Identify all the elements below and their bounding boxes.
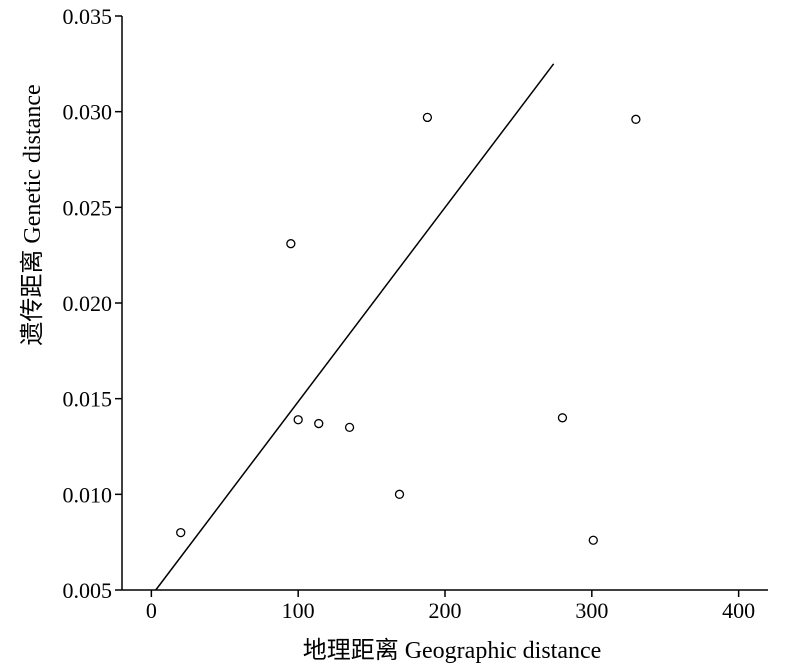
x-tick-label: 400 [722, 598, 755, 623]
data-point [422, 112, 433, 123]
y-tick-label: 0.030 [63, 100, 113, 125]
data-point [286, 239, 296, 249]
y-tick-label: 0.020 [63, 291, 113, 316]
trend-line [155, 63, 555, 591]
axes [121, 16, 768, 591]
x-axis-title: 地理距离 Geographic distance [303, 637, 602, 664]
data-point [631, 114, 641, 124]
data-point [314, 418, 324, 429]
data-point [293, 415, 303, 425]
y-tick-label: 0.025 [63, 195, 113, 220]
y-tick-label: 0.035 [63, 4, 113, 29]
data-point [557, 413, 568, 423]
data-point [344, 422, 355, 433]
x-tick-label: 0 [146, 598, 157, 623]
x-tick-label: 100 [282, 598, 315, 623]
y-axis-title: 遗传距离 Genetic distance [19, 84, 46, 345]
x-tick-label: 300 [575, 598, 608, 623]
y-tick-label: 0.005 [63, 578, 113, 603]
y-tick-label: 0.010 [63, 482, 113, 507]
data-point [588, 535, 598, 545]
data-point [394, 489, 405, 499]
ticks: 0 100 200 300 400 0.005 0.010 0.015 0.020 0.025 0.… [63, 4, 756, 623]
data-points [176, 112, 641, 545]
data-point [176, 527, 186, 538]
x-tick-label: 200 [429, 598, 462, 623]
y-tick-label: 0.015 [63, 387, 113, 412]
